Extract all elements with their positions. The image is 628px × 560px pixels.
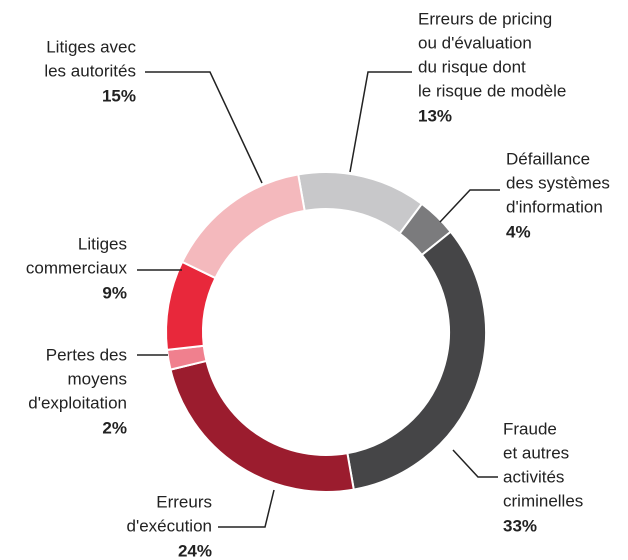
value-label: 2%: [102, 418, 127, 437]
category-label: activités: [503, 467, 564, 486]
category-label: et autres: [503, 443, 569, 462]
value-label: 4%: [506, 222, 531, 241]
category-label: d'exécution: [127, 516, 212, 535]
donut-segment: [346, 230, 487, 491]
category-label: criminelles: [503, 491, 583, 510]
category-label: Pertes des: [46, 345, 127, 364]
value-label: 33%: [503, 516, 537, 535]
donut-segment: [180, 173, 306, 280]
value-label: 15%: [102, 86, 136, 105]
value-label: 13%: [418, 106, 452, 125]
category-label: les autorités: [44, 61, 136, 80]
category-label: d'information: [506, 197, 603, 216]
category-label: le risque de modèle: [418, 81, 566, 100]
donut-segment: [169, 359, 355, 493]
leader-line: [439, 189, 500, 223]
value-label: 24%: [178, 541, 212, 560]
category-label: moyens: [67, 369, 127, 388]
category-label: Fraude: [503, 419, 557, 438]
category-label: ou d'évaluation: [418, 33, 532, 52]
category-label: Défaillance: [506, 149, 590, 168]
category-label: Erreurs de pricing: [418, 9, 552, 28]
category-label: des systèmes: [506, 173, 610, 192]
category-label: d'exploitation: [28, 393, 127, 412]
category-label: du risque dont: [418, 57, 526, 76]
category-label: commerciaux: [26, 258, 128, 277]
leader-line: [145, 71, 263, 184]
leader-line: [452, 449, 498, 478]
donut-segment: [297, 171, 424, 235]
value-label: 9%: [102, 283, 127, 302]
category-label: Litiges: [78, 234, 127, 253]
leader-line: [349, 71, 412, 173]
category-label: Erreurs: [156, 492, 212, 511]
category-label: Litiges avec: [46, 37, 136, 56]
leader-line: [218, 489, 275, 528]
